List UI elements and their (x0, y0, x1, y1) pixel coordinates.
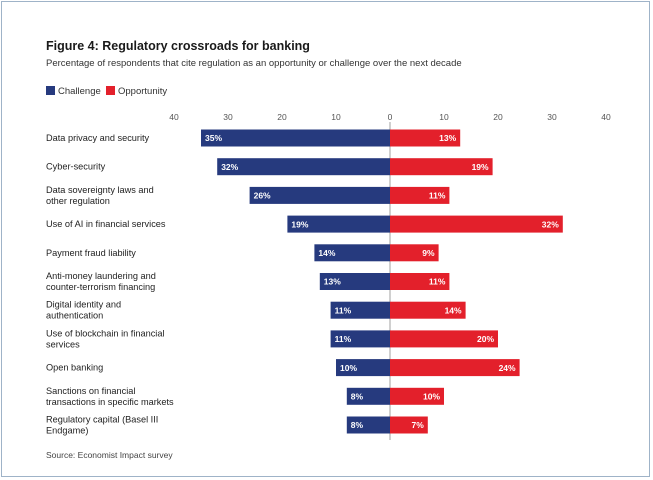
bar-challenge (314, 244, 390, 262)
x-tick-label: 0 (388, 112, 393, 122)
category-label: other regulation (46, 196, 110, 206)
data-label-challenge: 11% (335, 334, 352, 344)
data-label-challenge: 13% (324, 277, 341, 287)
bar-challenge (336, 359, 390, 377)
data-label-opportunity: 11% (429, 277, 446, 287)
category-label: Open banking (46, 363, 103, 373)
x-tick-label: 20 (277, 112, 287, 122)
x-tick-label: 10 (439, 112, 449, 122)
chart-subtitle: Percentage of respondents that cite regu… (46, 58, 462, 69)
legend: Challenge Opportunity (46, 86, 167, 97)
data-label-opportunity: 19% (472, 162, 489, 172)
category-label: Payment fraud liability (46, 248, 136, 258)
bar-challenge (201, 129, 390, 147)
category-label: Use of AI in financial services (46, 219, 166, 229)
bar-challenge (330, 301, 390, 319)
x-axis-ticks: 40 30 20 10 0 10 20 30 40 (169, 112, 611, 122)
bar-challenge (287, 215, 390, 233)
data-label-challenge: 8% (351, 420, 364, 430)
legend-label-opportunity: Opportunity (118, 86, 167, 97)
data-label-opportunity: 7% (412, 420, 425, 430)
bar-opportunity (390, 186, 450, 204)
bar-opportunity (390, 273, 450, 290)
category-label: counter-terrorism financing (46, 282, 155, 292)
chart-title: Figure 4: Regulatory crossroads for bank… (46, 39, 310, 53)
bar-challenge (346, 387, 390, 405)
data-label-opportunity: 14% (445, 305, 462, 315)
category-label: Data privacy and security (46, 133, 150, 143)
bars: 35% 13% 32% 19% 26% 11% 19% 32% 14% 9% 13% 11% 11% 14… (201, 129, 563, 434)
data-label-challenge: 35% (205, 133, 222, 143)
category-label: Regulatory capital (Basel III (46, 415, 158, 425)
data-label-opportunity: 11% (429, 191, 446, 201)
x-tick-label: 30 (547, 112, 557, 122)
bar-challenge (319, 273, 390, 290)
category-label: Endgame) (46, 426, 88, 436)
data-label-challenge: 32% (221, 162, 238, 172)
category-label: Use of blockchain in financial (46, 328, 164, 338)
data-label-opportunity: 13% (439, 133, 456, 143)
x-tick-label: 40 (601, 112, 611, 122)
category-label: Cyber-security (46, 162, 106, 172)
category-labels: Data privacy and security Cyber-security D… (46, 133, 174, 436)
x-tick-label: 30 (223, 112, 233, 122)
legend-label-challenge: Challenge (58, 86, 101, 97)
category-label: Anti-money laundering and (46, 271, 156, 281)
bar-opportunity (390, 129, 461, 147)
category-label: transactions in specific markets (46, 397, 174, 407)
bar-opportunity (390, 359, 520, 377)
data-label-opportunity: 24% (499, 363, 516, 373)
category-label: Sanctions on financial (46, 386, 135, 396)
bar-opportunity (390, 330, 498, 348)
bar-opportunity (390, 387, 444, 405)
bar-challenge (330, 330, 390, 348)
data-label-challenge: 26% (254, 191, 271, 201)
data-label-challenge: 14% (318, 248, 335, 258)
legend-swatch-opportunity (106, 86, 115, 95)
bar-challenge (217, 158, 390, 176)
category-label: Digital identity and (46, 300, 121, 310)
category-label: services (46, 339, 80, 349)
data-label-challenge: 19% (291, 219, 308, 229)
data-label-challenge: 11% (335, 305, 352, 315)
legend-swatch-challenge (46, 86, 55, 95)
source-note: Source: Economist Impact survey (46, 450, 173, 460)
bar-opportunity (390, 158, 493, 176)
bar-opportunity (390, 215, 563, 233)
data-label-challenge: 10% (340, 363, 357, 373)
data-label-opportunity: 32% (542, 219, 559, 229)
bar-opportunity (390, 301, 466, 319)
category-label: Data sovereignty laws and (46, 185, 154, 195)
data-label-opportunity: 20% (477, 334, 494, 344)
bar-challenge (346, 416, 390, 434)
bar-opportunity (390, 416, 428, 434)
x-tick-label: 10 (331, 112, 341, 122)
category-label: authentication (46, 311, 103, 321)
data-label-opportunity: 10% (423, 392, 440, 402)
bar-opportunity (390, 244, 439, 262)
x-tick-label: 40 (169, 112, 179, 122)
bar-challenge (249, 186, 390, 204)
x-tick-label: 20 (493, 112, 503, 122)
data-label-opportunity: 9% (422, 248, 435, 258)
data-label-challenge: 8% (351, 392, 364, 402)
